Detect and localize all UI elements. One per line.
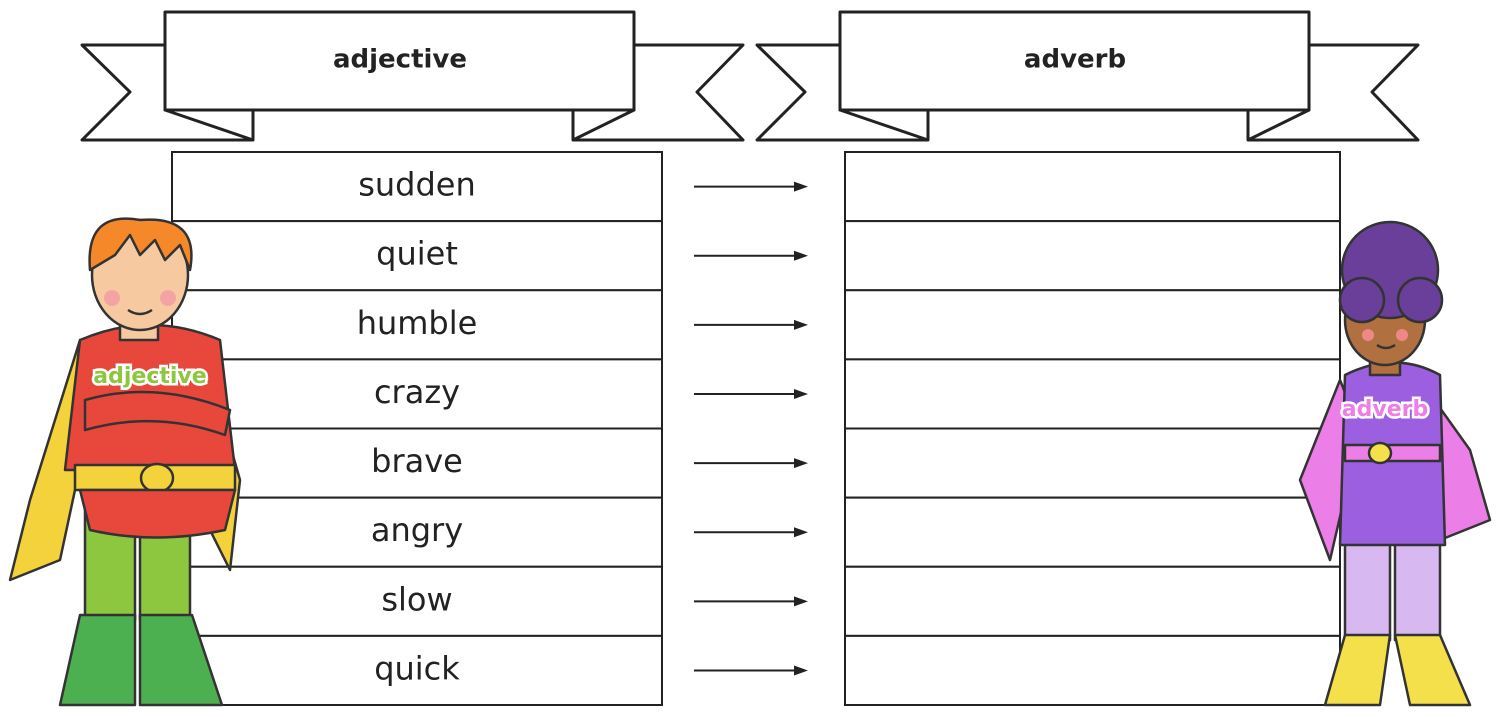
answer-cell — [844, 496, 1341, 568]
hero-label: adverb — [1342, 397, 1428, 422]
arrow-head — [794, 665, 808, 676]
hero-label: adjective — [93, 364, 206, 389]
word-cell — [171, 634, 663, 706]
banner-left — [80, 10, 745, 142]
answer-cell — [844, 634, 1341, 706]
arrow-head — [794, 319, 808, 330]
answer-cell — [844, 220, 1341, 292]
answer-cell — [844, 565, 1341, 637]
word: sudden — [358, 166, 476, 204]
banner-right — [755, 10, 1420, 142]
banner-title: adjective — [333, 45, 467, 75]
rows: sudden quiet humble crazy brave angry slow quic… — [171, 151, 1341, 706]
word: brave — [371, 442, 463, 480]
answer-cell — [844, 358, 1341, 430]
word: slow — [381, 580, 452, 618]
word-cell — [171, 220, 663, 292]
word-cell — [171, 289, 663, 361]
answer-cell — [844, 151, 1341, 223]
word-cell — [171, 496, 663, 568]
word-cell — [171, 565, 663, 637]
arrow-head — [794, 596, 808, 607]
hero-boy — [8, 217, 242, 707]
hero-girl — [1298, 220, 1492, 707]
word-cell — [171, 358, 663, 430]
arrow-head — [794, 181, 808, 192]
word: angry — [371, 511, 463, 549]
word: crazy — [374, 373, 460, 411]
word: quiet — [376, 235, 458, 273]
answer-cell — [844, 427, 1341, 499]
word: quick — [374, 649, 460, 687]
arrow-head — [794, 250, 808, 261]
word-cell — [171, 151, 663, 223]
word: humble — [357, 304, 478, 342]
arrow-head — [794, 527, 808, 538]
arrow-head — [794, 458, 808, 469]
answer-cell — [844, 289, 1341, 361]
arrow-head — [794, 388, 808, 399]
banner-title: adverb — [1024, 45, 1126, 75]
